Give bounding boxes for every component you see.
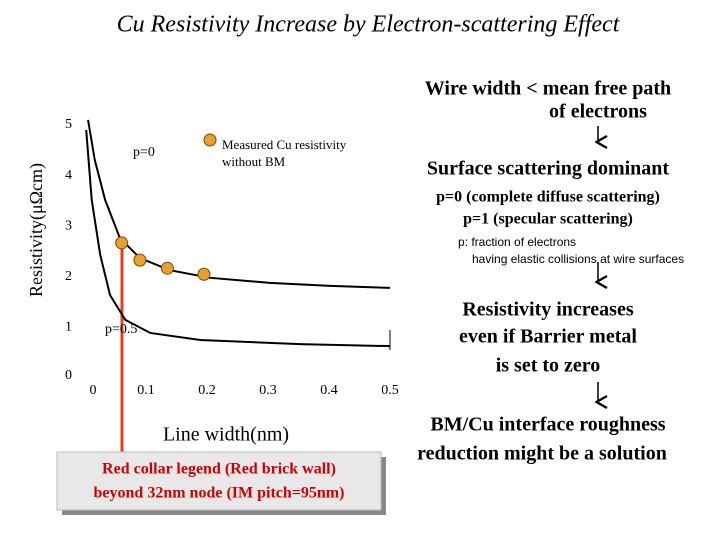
note: p: fraction of electrons [458,235,576,249]
note: Resistivity increases [462,299,633,321]
data-point [160,261,174,275]
x-axis-label: Line width(nm) [163,424,289,446]
y-tick-label: 4 [65,168,72,183]
annotation: Red collar legend (Red brick wall) [102,461,336,478]
y-tick-label: 2 [65,269,72,284]
y-tick-label: 1 [65,320,72,335]
x-tick-label: 0.2 [198,383,216,398]
x-tick-label: 0 [90,383,97,398]
note: p=1 (specular scattering) [463,211,633,228]
y-axis-label: Resistivity(μΩcm) [26,163,47,297]
curve-label: p=0.5 [105,322,137,337]
note: Wire width < mean free path [425,78,671,100]
x-tick-label: 0.1 [137,383,155,398]
y-tick-label: 5 [65,117,72,132]
legend-marker [203,133,217,147]
data-point [133,253,147,267]
note: of electrons [549,101,647,123]
annotation: beyond 32nm node (IM pitch=95nm) [94,485,345,502]
data-point [115,236,129,250]
note: Surface scattering dominant [427,158,670,180]
legend-label: Measured Cu resistivity without BM [222,137,347,169]
legend-label-box: Measured Cu resistivity without BM [222,137,347,169]
x-tick-label: 0.4 [320,383,338,398]
curve [87,119,391,289]
note: having elastic collisions at wire surfac… [472,252,684,266]
note: p=0 (complete diffuse scattering) [436,189,660,206]
curve [85,129,391,348]
curve-label: p=0 [133,145,155,160]
chart-title: Cu Resistivity Increase by Electron-scat… [117,12,621,38]
x-tick-label: 0.3 [259,383,277,398]
x-tick-label: 0.5 [381,383,399,398]
plot: 0 0.1 0.2 0.3 0.4 0.5 0 1 2 3 4 5 p=0 p=0.5 Measured C… [65,117,399,398]
y-tick-label: 3 [65,218,72,233]
note: reduction might be a solution [417,443,667,465]
y-tick-label: 0 [65,368,72,383]
note: even if Barrier metal [459,326,637,348]
note: BM/Cu interface roughness [430,414,665,436]
data-point [197,267,211,281]
annotation-box [56,451,382,511]
note: is set to zero [496,355,601,377]
